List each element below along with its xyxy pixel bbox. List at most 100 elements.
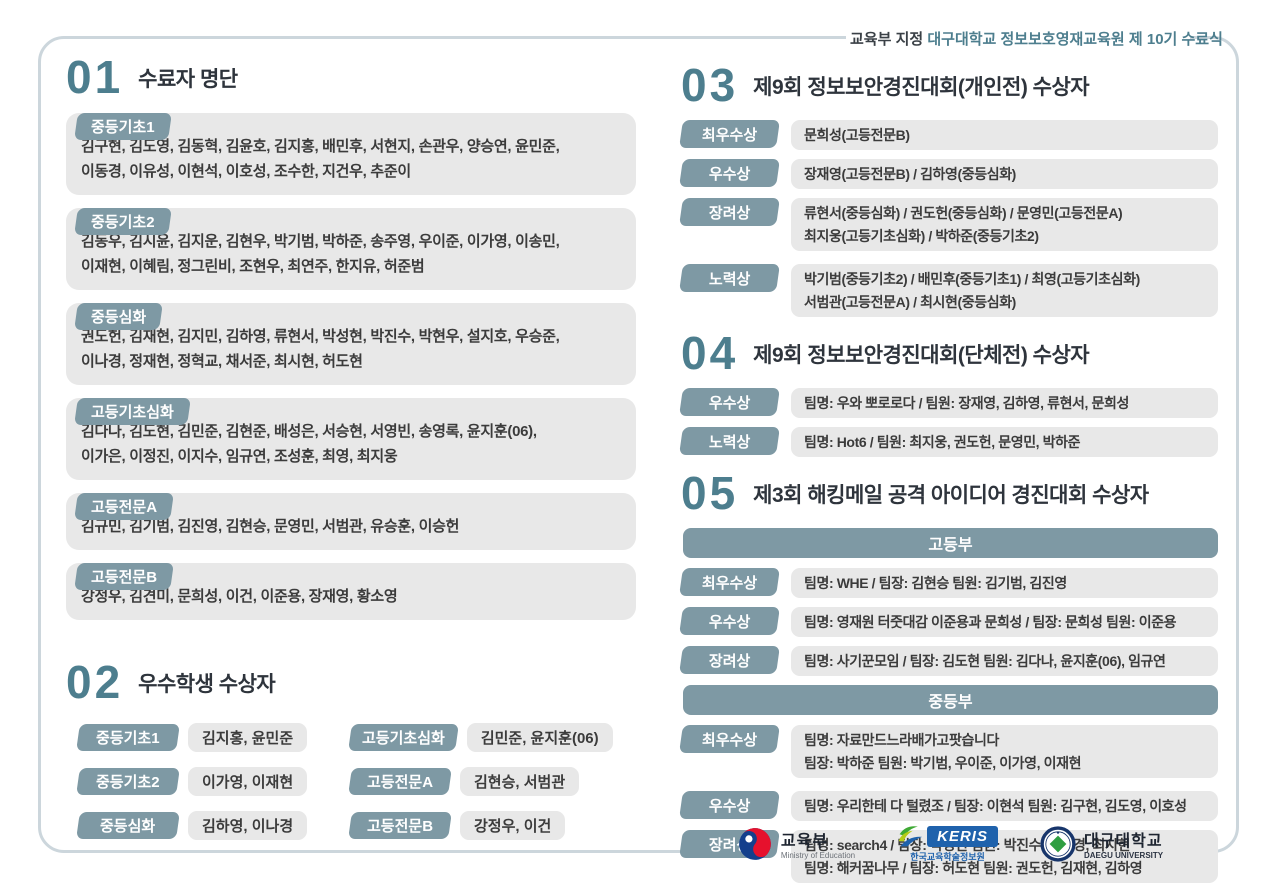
section-02-title: 우수학생 수상자: [138, 673, 276, 696]
best-student-item: 중등기초2 이가영, 이재현: [76, 767, 350, 796]
names-line: 김규민, 김기범, 김진영, 김현승, 문영민, 서범관, 유승훈, 이승헌: [81, 518, 460, 535]
class-badge-label: 고등전문A: [366, 774, 434, 791]
section-04-header: 04 제9회 정보보안경진대회(단체전) 수상자: [681, 330, 1218, 376]
group-badge-label: 중등기초1: [91, 119, 155, 136]
award-row: 장려상 류현서(중등심화) / 권도헌(중등심화) / 문영민(고등전문A) 최…: [679, 198, 1218, 251]
award-row: 우수상 장재영(고등전문B) / 김하영(중등심화): [679, 159, 1218, 189]
section-03-header: 03 제9회 정보보안경진대회(개인전) 수상자: [681, 62, 1218, 108]
best-student-item: 고등전문B 강정우, 이건: [348, 811, 636, 840]
division-bar-middle-school: 중등부: [683, 685, 1218, 715]
class-badge-label: 고등기초심화: [362, 730, 445, 747]
daegu-name: 대구대학교: [1083, 833, 1163, 850]
frame-gap-top: [846, 29, 1190, 44]
award-badge: 장려상: [679, 646, 780, 674]
best-student-item: 고등기초심화 김민준, 윤지훈(06): [348, 723, 636, 752]
graduate-group: 고등전문A 김규민, 김기범, 김진영, 김현승, 문영민, 서범관, 유승훈,…: [66, 493, 636, 550]
page-header: 교육부 지정 대구대학교 정보보호영재교육원 제 10기 수료식: [850, 28, 1223, 49]
group-badge: 고등전문B: [74, 563, 174, 590]
award-winners-box: 문희성(고등전문B): [791, 120, 1218, 150]
footer-logos: 교육부 Ministry of Education KERIS 한국교육학술정보…: [700, 824, 1200, 863]
award-badge-label: 최우수상: [701, 731, 758, 749]
winners-line: 팀명: Hot6 / 팀원: 최지웅, 권도헌, 문영민, 박하준: [804, 433, 1081, 450]
section-05-title: 제3회 해킹메일 공격 아이디어 경진대회 수상자: [753, 484, 1149, 507]
student-names: 김하영, 이나경: [188, 811, 308, 840]
winners-line: 팀명: 우리한테 다 털렸조 / 팀장: 이현석 팀원: 김구현, 김도영, 이…: [804, 797, 1187, 814]
names-line: 김동우, 김시윤, 김지운, 김현우, 박기범, 박하준, 송주영, 우이준, …: [81, 233, 560, 250]
award-winners-box: 팀명: WHE / 팀장: 김현승 팀원: 김기범, 김진영: [791, 568, 1218, 598]
award-badge: 우수상: [679, 791, 780, 819]
names-line: 이나경, 정재현, 정혁교, 채서준, 최시현, 허도현: [81, 353, 363, 370]
keris-logo: KERIS 한국교육학술정보원: [897, 824, 998, 863]
right-column: 03 제9회 정보보안경진대회(개인전) 수상자 최우수상 문희성(고등전문B)…: [679, 62, 1218, 884]
student-names: 김지홍, 윤민준: [188, 723, 308, 752]
award-row: 우수상 팀명: 우리한테 다 털렸조 / 팀장: 이현석 팀원: 김구현, 김도…: [679, 791, 1218, 821]
daegu-subtitle: DAEGU UNIVERSITY: [1083, 851, 1164, 860]
group-badge: 중등심화: [74, 303, 164, 330]
award-badge: 노력상: [679, 264, 780, 292]
award-winners-box: 팀명: search4 / 팀장: 박성현 팀원: 박진수, 이나경, 최시현 …: [791, 830, 1218, 883]
graduate-group: 중등심화 권도헌, 김재현, 김지민, 김하영, 류현서, 박성현, 박진수, …: [66, 303, 636, 385]
award-winners-box: 장재영(고등전문B) / 김하영(중등심화): [791, 159, 1218, 189]
section-04-number: 04: [681, 327, 739, 379]
group-badge: 중등기초1: [74, 113, 172, 140]
award-row: 노력상 팀명: Hot6 / 팀원: 최지웅, 권도헌, 문영민, 박하준: [679, 427, 1218, 457]
names-line: 강정우, 김견미, 문희성, 이건, 이준용, 장재영, 황소영: [81, 588, 398, 605]
award-badge-label: 우수상: [708, 797, 751, 815]
group-names-box: 권도헌, 김재현, 김지민, 김하영, 류현서, 박성현, 박진수, 박현우, …: [66, 303, 636, 385]
award-winners-box: 류현서(중등심화) / 권도헌(중등심화) / 문영민(고등전문A) 최지웅(고…: [791, 198, 1218, 251]
best-student-item: 고등전문A 김현승, 서범관: [348, 767, 636, 796]
group-badge-label: 고등기초심화: [91, 404, 174, 421]
names-line: 권도헌, 김재현, 김지민, 김하영, 류현서, 박성현, 박진수, 박현우, …: [81, 328, 560, 345]
award-winners-box: 팀명: 사기꾼모임 / 팀장: 김도현 팀원: 김다나, 윤지훈(06), 임규…: [791, 646, 1218, 676]
division-bar-high-school: 고등부: [683, 528, 1218, 558]
graduate-group: 중등기초2 김동우, 김시윤, 김지운, 김현우, 박기범, 박하준, 송주영,…: [66, 208, 636, 290]
winners-line: 박기범(중등기초2) / 배민후(중등기초1) / 최영(고등기초심화): [804, 270, 1140, 287]
award-badge: 최우수상: [679, 568, 780, 596]
award-badge-label: 최우수상: [701, 574, 758, 592]
ministry-of-education-logo: 교육부 Ministry of Education: [737, 826, 855, 862]
graduate-group: 중등기초1 김구현, 김도영, 김동혁, 김윤호, 김지홍, 배민후, 서현지,…: [66, 113, 636, 195]
winners-line: 팀명: 영재원 터줏대감 이준용과 문희성 / 팀장: 문희성 팀원: 이준용: [804, 613, 1177, 630]
keris-logo-top: KERIS: [897, 824, 998, 848]
section-01-title: 수료자 명단: [138, 68, 238, 91]
award-winners-box: 팀명: 우와 뽀로로다 / 팀원: 장재영, 김하영, 류현서, 문희성: [791, 388, 1218, 418]
award-badge-label: 최우수상: [701, 126, 758, 144]
winners-line: 팀명: WHE / 팀장: 김현승 팀원: 김기범, 김진영: [804, 574, 1067, 591]
award-winners-box: 팀명: Hot6 / 팀원: 최지웅, 권도헌, 문영민, 박하준: [791, 427, 1218, 457]
award-badge-label: 노력상: [708, 433, 751, 451]
award-badge-label: 우수상: [708, 394, 751, 412]
award-winners-box: 박기범(중등기초2) / 배민후(중등기초1) / 최영(고등기초심화) 서범관…: [791, 264, 1218, 317]
section-03-title: 제9회 정보보안경진대회(개인전) 수상자: [753, 76, 1090, 99]
class-badge: 중등심화: [76, 812, 180, 839]
award-badge-label: 노력상: [708, 270, 751, 288]
class-badge: 중등기초2: [76, 768, 180, 795]
award-row: 장려상 팀명: search4 / 팀장: 박성현 팀원: 박진수, 이나경, …: [679, 830, 1218, 883]
moe-taegeuk-icon: [738, 827, 771, 860]
group-badge: 중등기초2: [74, 208, 172, 235]
section-01-number: 01: [66, 51, 124, 103]
winners-line: 문희성(고등전문B): [804, 126, 910, 143]
award-row: 장려상 팀명: 사기꾼모임 / 팀장: 김도현 팀원: 김다나, 윤지훈(06)…: [679, 646, 1218, 676]
group-badge-label: 고등전문B: [91, 569, 158, 586]
best-student-item: 중등기초1 김지홍, 윤민준: [76, 723, 350, 752]
names-line: 이가은, 이정진, 이지수, 임규연, 조성훈, 최영, 최지웅: [81, 448, 398, 465]
section-02-number: 02: [66, 656, 124, 708]
winners-line: 최지웅(고등기초심화) / 박하준(중등기초2): [804, 227, 1039, 244]
winners-line: 류현서(중등심화) / 권도헌(중등심화) / 문영민(고등전문A): [804, 204, 1123, 221]
page-border-frame: [38, 36, 1239, 853]
award-winners-box: 팀명: 자료만드느라배가고팟습니다 팀장: 박하준 팀원: 박기범, 우이준, …: [791, 725, 1218, 778]
class-badge-label: 고등전문B: [366, 818, 434, 835]
winners-line: 팀명: 우와 뽀로로다 / 팀원: 장재영, 김하영, 류현서, 문희성: [804, 394, 1129, 411]
keris-wordmark: KERIS: [927, 825, 998, 847]
section-05-header: 05 제3회 해킹메일 공격 아이디어 경진대회 수상자: [681, 470, 1218, 516]
award-badge: 노력상: [679, 427, 780, 455]
group-badge: 고등전문A: [74, 493, 174, 520]
award-row: 우수상 팀명: 우와 뽀로로다 / 팀원: 장재영, 김하영, 류현서, 문희성: [679, 388, 1218, 418]
award-badge: 최우수상: [679, 120, 780, 148]
award-row: 최우수상 팀명: WHE / 팀장: 김현승 팀원: 김기범, 김진영: [679, 568, 1218, 598]
award-winners-box: 팀명: 영재원 터줏대감 이준용과 문희성 / 팀장: 문희성 팀원: 이준용: [791, 607, 1218, 637]
award-row: 최우수상 문희성(고등전문B): [679, 120, 1218, 150]
section-01-header: 01 수료자 명단: [66, 54, 636, 100]
section-03-number: 03: [681, 59, 739, 111]
header-main-title: 대구대학교 정보보호영재교육원 제 10기 수료식: [927, 31, 1223, 48]
